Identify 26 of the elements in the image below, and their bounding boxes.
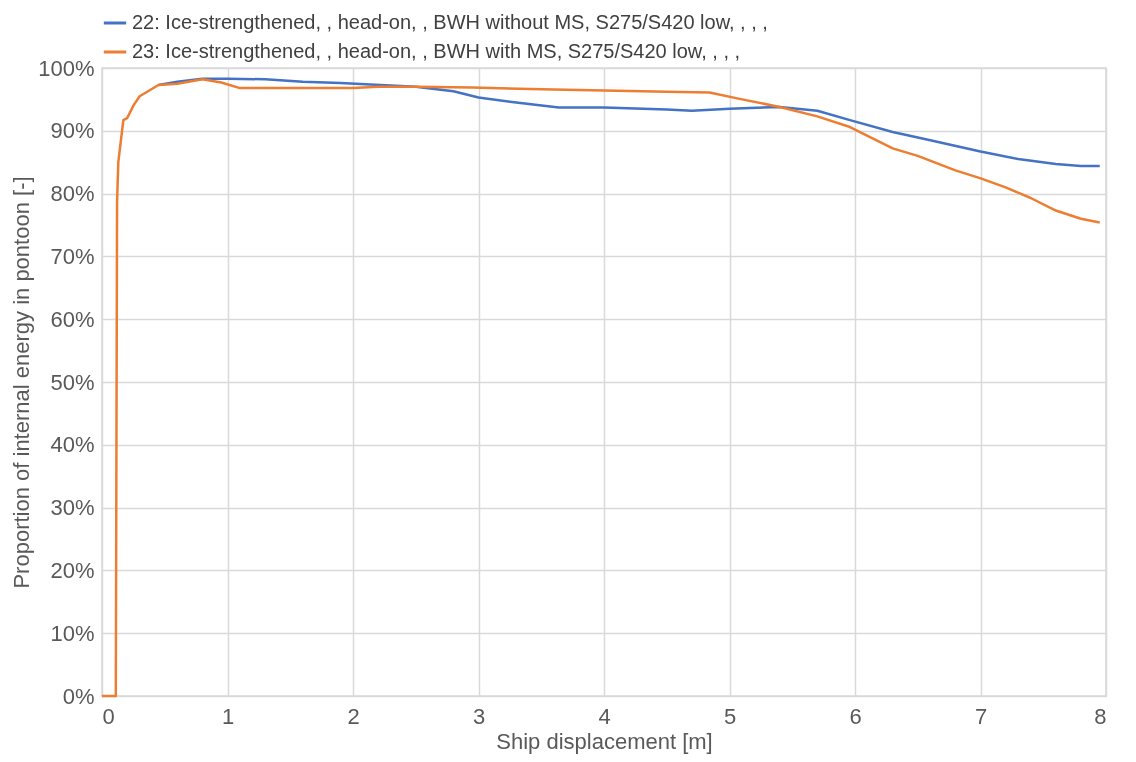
y-axis-title: Proportion of internal energy in pontoon [-] xyxy=(9,176,35,589)
y-tick-label: 20% xyxy=(50,557,95,583)
y-tick-label: 50% xyxy=(50,369,95,395)
x-tick-label: 3 xyxy=(472,703,486,729)
x-tick-label: 0 xyxy=(102,703,115,729)
y-tick-label: 40% xyxy=(50,432,95,458)
x-tick-label: 7 xyxy=(974,703,988,729)
y-tick-label: 100% xyxy=(38,55,95,81)
x-axis-title: Ship displacement [m] xyxy=(496,728,713,754)
y-tick-label: 30% xyxy=(50,495,95,521)
line-series xyxy=(100,78,1101,698)
legend-label: 23: Ice-strengthened, , head-on, , BWH with MS, S275/S420 low, , , , xyxy=(132,40,741,62)
y-tick-label: 60% xyxy=(50,306,95,332)
y-tick-label: 80% xyxy=(50,181,95,207)
x-tick-label: 4 xyxy=(598,703,611,729)
legend-label: 22: Ice-strengthened, , head-on, , BWH without MS, S275/S420 low, , , , xyxy=(132,11,768,33)
x-tick-label: 6 xyxy=(849,703,862,729)
y-tick-label: 0% xyxy=(62,683,95,709)
x-tick-label: 8 xyxy=(1094,703,1107,729)
y-tick-label: 10% xyxy=(50,620,95,646)
x-tick-label: 1 xyxy=(221,703,235,729)
x-tick-label: 2 xyxy=(347,703,360,729)
x-tick-label: 5 xyxy=(723,703,737,729)
y-tick-label: 90% xyxy=(50,118,95,144)
y-tick-label: 70% xyxy=(50,243,95,269)
line-series xyxy=(157,77,1101,168)
